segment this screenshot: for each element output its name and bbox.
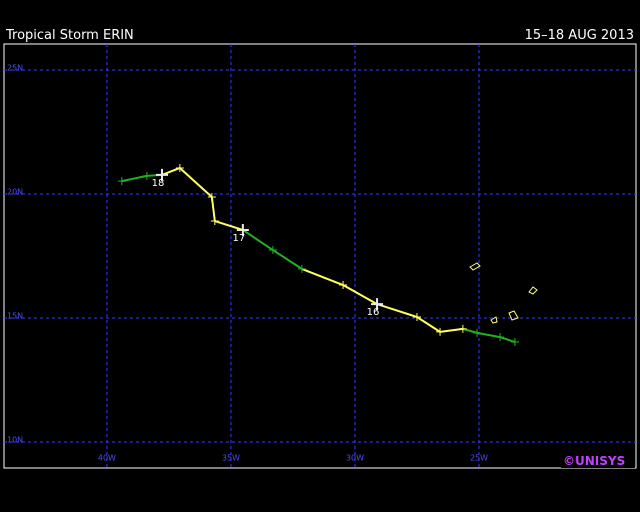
track-segment <box>462 327 478 334</box>
y-tick-label: 25N <box>7 64 23 73</box>
track-point <box>142 171 151 180</box>
islands <box>469 262 538 324</box>
track-segment <box>161 167 181 176</box>
y-tick-label: 15N <box>7 311 23 320</box>
x-tick-label: 35W <box>222 454 240 463</box>
track-point <box>297 264 306 273</box>
track-segment <box>272 249 303 270</box>
track-point <box>268 246 277 255</box>
x-tick-label: 30W <box>346 454 364 463</box>
track: 18 17 16 <box>117 163 519 347</box>
track-point <box>458 324 467 333</box>
title: Tropical Storm ERIN <box>5 28 134 43</box>
point-label: 18 <box>152 178 165 189</box>
track-segment <box>476 331 501 339</box>
track-point <box>117 177 126 186</box>
logo: ©UNISYS <box>563 454 625 468</box>
track-point <box>473 328 482 337</box>
point-label: 16 <box>367 307 380 318</box>
track-segment <box>342 284 378 305</box>
track-point <box>175 163 184 172</box>
date-range: 15–18 AUG 2013 <box>525 28 634 43</box>
island <box>490 316 498 324</box>
track-point <box>371 298 384 311</box>
track-point <box>510 338 519 347</box>
track-point <box>210 217 219 226</box>
track-segment <box>301 267 344 286</box>
island <box>469 262 481 271</box>
track-point <box>436 327 445 336</box>
track-segment <box>242 229 274 251</box>
track-point <box>156 168 168 181</box>
plot-border <box>3 43 637 469</box>
track-segment <box>121 174 148 183</box>
y-tick-label: 10N <box>7 435 23 444</box>
track-point <box>207 192 216 201</box>
island <box>508 310 519 321</box>
island <box>528 286 538 295</box>
y-tick-label: 20N <box>7 188 23 197</box>
track-segment <box>179 167 213 198</box>
track-segment <box>499 336 516 343</box>
track-segment <box>214 220 244 231</box>
point-label: 17 <box>232 233 245 244</box>
x-tick-label: 25W <box>470 454 488 463</box>
track-segment <box>210 196 216 222</box>
x-tick-label: 40W <box>98 454 116 463</box>
track-segment <box>416 316 441 333</box>
track-point <box>496 333 505 342</box>
logo-box <box>561 452 635 468</box>
grid: 40W 35W 30W 25W 10N 15N 20N 25N <box>4 44 636 468</box>
track-point <box>339 281 348 290</box>
track-point <box>236 223 249 236</box>
track-point <box>412 312 421 321</box>
track-segment <box>376 303 418 318</box>
